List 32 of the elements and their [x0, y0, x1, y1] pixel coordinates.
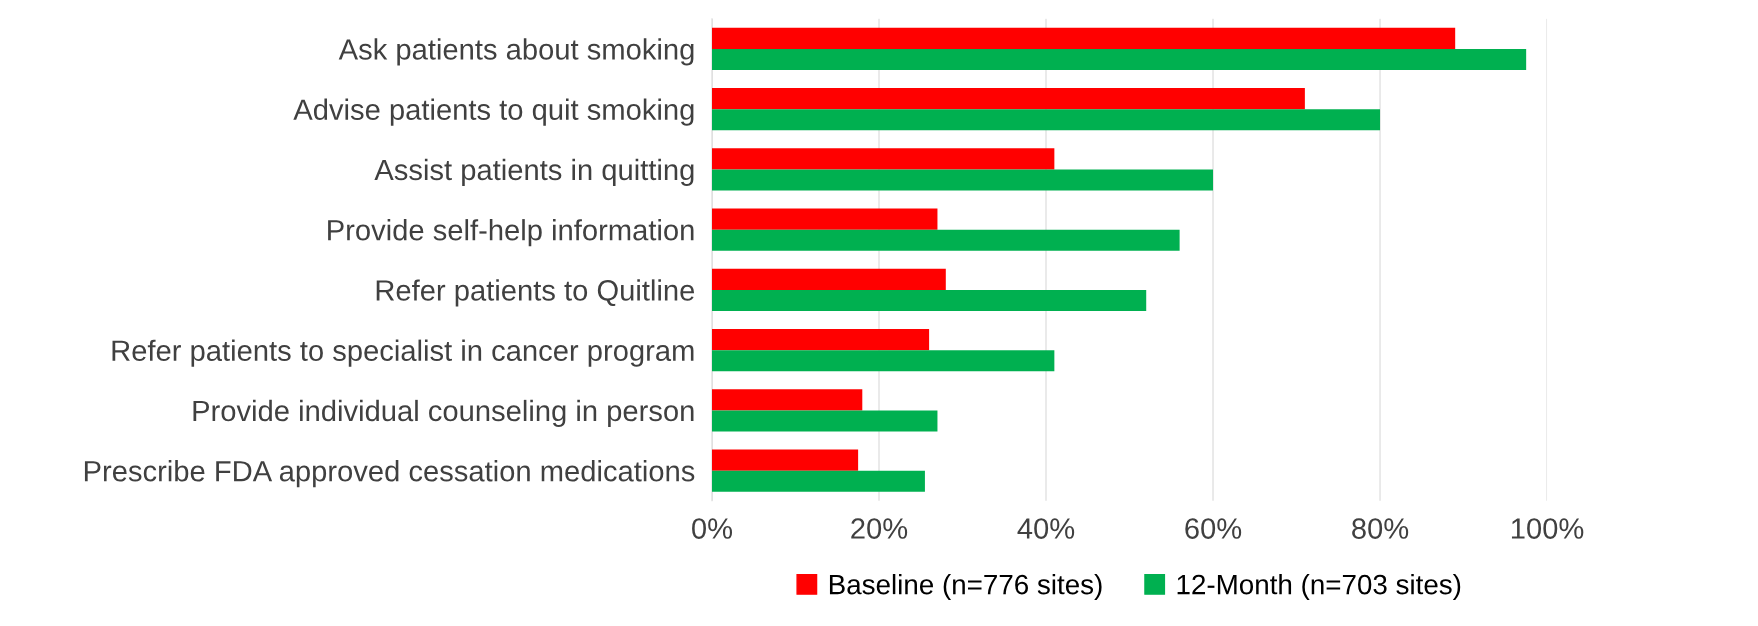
- bar: [711, 470, 925, 492]
- bar: [711, 27, 1456, 49]
- legend-label: 12-Month (n=703 sites): [1177, 574, 1461, 600]
- x-tick-label: 60%: [1185, 518, 1242, 539]
- bar: [711, 109, 1381, 131]
- y-tick-label: Advise patients to quit smoking: [293, 98, 694, 126]
- bar: [711, 229, 1180, 251]
- bar: [711, 48, 1527, 70]
- y-tick-label: Assist patients in quitting: [374, 158, 694, 187]
- x-tick-label: 40%: [1017, 518, 1075, 539]
- bar: [711, 389, 863, 411]
- bar: [711, 449, 859, 471]
- bar: [711, 350, 1055, 372]
- bar: [711, 148, 1055, 170]
- x-tick-label: 80%: [1352, 518, 1409, 539]
- y-tick-label: Refer patients to Quitline: [376, 279, 695, 307]
- bar: [711, 289, 1147, 311]
- y-tick-label: Ask patients about smoking: [338, 38, 694, 66]
- y-tick-label: Refer patients to specialist in cancer program: [112, 339, 694, 367]
- legend-label: Baseline (n=776 sites): [829, 574, 1102, 600]
- bar: [711, 268, 946, 290]
- x-tick-label: 100%: [1511, 518, 1584, 539]
- y-tick-label: Provide individual counseling in person: [193, 399, 694, 428]
- x-tick-label: 20%: [851, 518, 908, 539]
- x-tick-label: 0%: [692, 518, 733, 539]
- bar: [711, 410, 938, 432]
- y-tick-label: Provide self-help information: [328, 219, 694, 247]
- bar: [711, 208, 938, 230]
- y-tick-label: Prescribe FDA approved cessation medications: [84, 460, 695, 488]
- bar: [711, 169, 1214, 191]
- bar: [711, 88, 1305, 110]
- bar: [711, 329, 930, 351]
